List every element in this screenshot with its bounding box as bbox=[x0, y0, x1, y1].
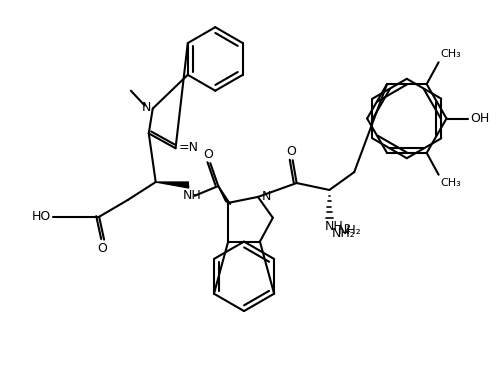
Text: O: O bbox=[97, 242, 107, 255]
Text: N: N bbox=[141, 101, 151, 114]
Text: 2: 2 bbox=[343, 224, 350, 233]
Text: CH₃: CH₃ bbox=[440, 178, 461, 188]
Text: NH₂: NH₂ bbox=[337, 224, 361, 237]
Text: =N: =N bbox=[178, 141, 198, 154]
Polygon shape bbox=[156, 182, 189, 188]
Text: NH: NH bbox=[325, 220, 344, 233]
Text: NH: NH bbox=[183, 189, 202, 203]
Text: NH₂: NH₂ bbox=[331, 227, 355, 240]
Text: O: O bbox=[286, 145, 296, 158]
Text: OH: OH bbox=[470, 112, 489, 125]
Text: N: N bbox=[262, 191, 271, 203]
Text: HO: HO bbox=[31, 210, 51, 223]
Text: O: O bbox=[203, 148, 213, 161]
Polygon shape bbox=[218, 186, 231, 204]
Text: CH₃: CH₃ bbox=[440, 49, 461, 59]
